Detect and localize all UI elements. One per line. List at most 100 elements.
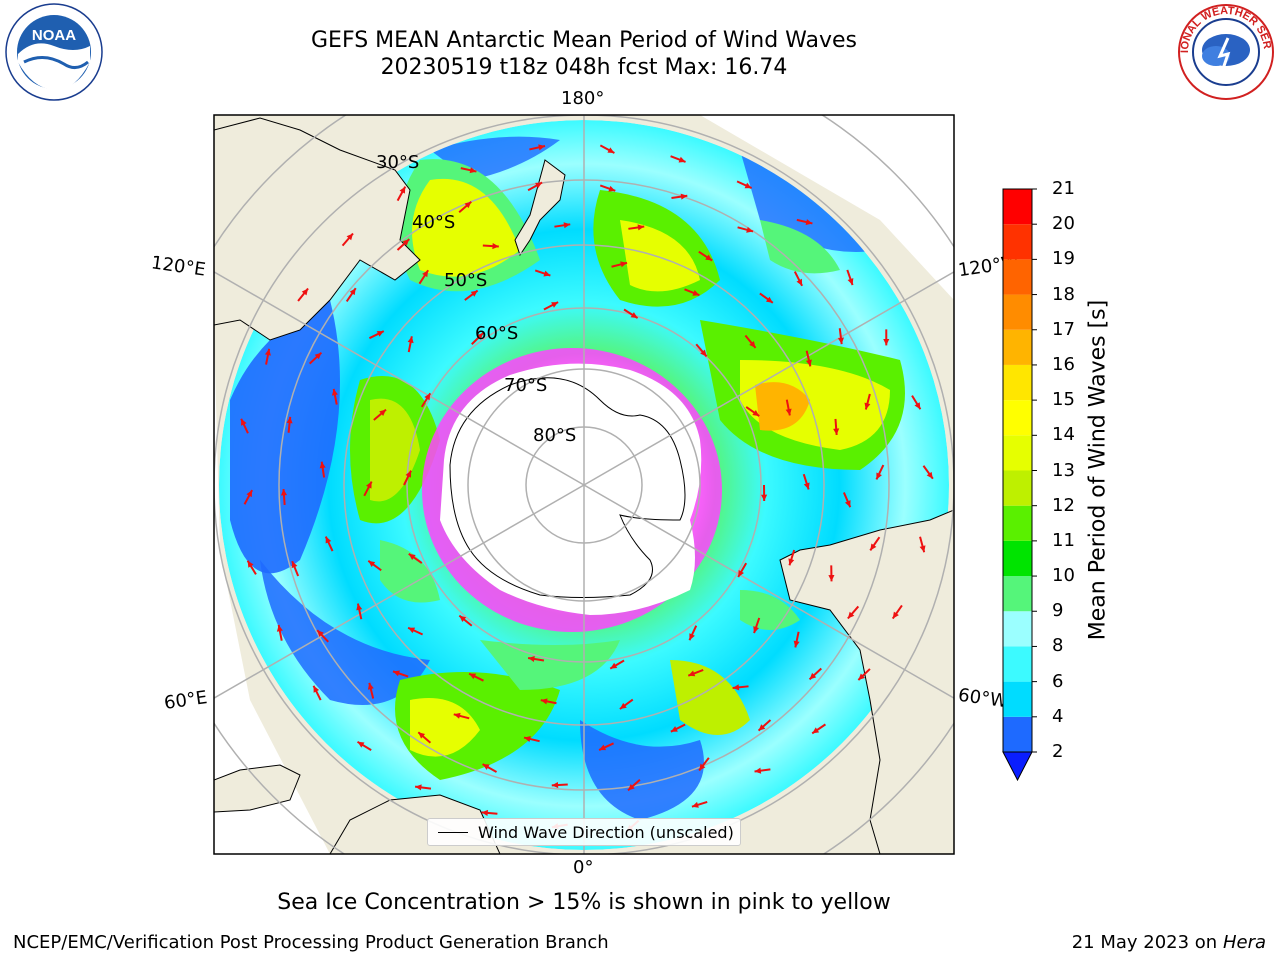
wave-direction-arrowhead bbox=[247, 560, 254, 568]
wave-direction-arrowhead bbox=[464, 201, 472, 209]
wave-direction-arrowhead bbox=[678, 156, 686, 163]
lat-label-70s: 70°S bbox=[504, 375, 548, 396]
lat-label-60s: 60°S bbox=[475, 323, 519, 344]
noaa-logo: NOAA bbox=[4, 2, 104, 102]
colorbar-tick-label: 11 bbox=[1052, 529, 1075, 551]
wave-direction-arrowhead bbox=[551, 302, 559, 308]
wave-direction-arrowhead bbox=[876, 472, 882, 480]
wave-direction-arrowhead bbox=[405, 470, 412, 478]
legend-line-sample bbox=[438, 832, 468, 833]
wave-direction-arrowhead bbox=[753, 626, 759, 634]
wave-direction-arrowhead bbox=[610, 662, 618, 669]
wave-direction-arrowhead bbox=[788, 558, 795, 566]
wave-direction-arrowhead bbox=[765, 296, 773, 303]
colorbar-tick-label: 21 bbox=[1052, 178, 1075, 199]
wave-direction-arrowhead bbox=[492, 243, 499, 250]
colorbar-tick-label: 9 bbox=[1052, 600, 1064, 622]
wave-direction-arrowhead bbox=[828, 575, 835, 582]
wave-direction-arrowhead bbox=[793, 640, 800, 648]
wave-direction-arrowhead bbox=[864, 402, 871, 410]
wave-direction-arrowhead bbox=[691, 801, 699, 808]
noaa-logo-text: NOAA bbox=[32, 27, 76, 44]
wave-direction-arrowhead bbox=[688, 670, 696, 677]
wave-direction-arrowhead bbox=[761, 494, 768, 501]
wave-direction-arrowhead bbox=[286, 416, 293, 424]
wave-direction-arrowhead bbox=[368, 560, 376, 568]
wave-direction-arrowhead bbox=[608, 185, 616, 192]
wave-direction-arrowhead bbox=[246, 490, 253, 498]
wave-direction-arrowhead bbox=[528, 655, 535, 662]
colorbar-tick-label: 18 bbox=[1052, 283, 1075, 305]
wave-direction-arrowhead bbox=[422, 270, 429, 278]
wave-direction-arrowhead bbox=[785, 408, 792, 416]
wave-direction-arrowhead bbox=[538, 144, 546, 151]
wave-direction-arrowhead bbox=[892, 611, 899, 619]
colorbar-tick-label: 14 bbox=[1052, 424, 1075, 446]
wave-direction-arrowhead bbox=[349, 288, 356, 296]
wave-direction-arrowhead bbox=[749, 341, 756, 348]
wave-direction-arrowhead bbox=[481, 809, 489, 816]
wave-direction-arrowhead bbox=[241, 418, 247, 426]
wave-direction-arrowhead bbox=[833, 428, 840, 435]
wave-direction-arrowhead bbox=[883, 339, 890, 346]
wave-direction-arrowhead bbox=[415, 784, 422, 791]
wave-direction-arrowhead bbox=[758, 724, 766, 731]
graticule bbox=[214, 115, 954, 854]
wave-direction-arrowhead bbox=[805, 219, 813, 226]
wave-direction-arrowhead bbox=[699, 763, 706, 771]
lon-label-180: 180° bbox=[561, 88, 605, 109]
wave-direction-arrowhead bbox=[805, 359, 812, 367]
wave-direction-arrowhead bbox=[470, 290, 478, 297]
wave-direction-arrowhead bbox=[540, 698, 548, 705]
wave-direction-arrowhead bbox=[402, 239, 410, 246]
wave-direction-arrowhead bbox=[620, 261, 628, 268]
lon-label-0: 0° bbox=[573, 857, 594, 878]
wave-direction-arrowhead bbox=[535, 182, 543, 189]
wave-direction-arrowhead bbox=[689, 633, 695, 641]
map-legend: Wind Wave Direction (unscaled) bbox=[427, 818, 741, 846]
wave-direction-arrowhead bbox=[357, 741, 365, 748]
chart-title: GEFS MEAN Antarctic Mean Period of Wind … bbox=[311, 28, 857, 53]
wave-direction-arrowhead bbox=[738, 569, 744, 577]
wave-direction-arrowhead bbox=[476, 333, 484, 340]
colorbar-tick-label: 4 bbox=[1052, 705, 1064, 727]
wave-direction-arrowhead bbox=[264, 348, 271, 356]
wave-direction-arrowhead bbox=[469, 167, 477, 174]
footer-machine: Hera bbox=[1222, 932, 1266, 953]
wave-direction-arrowhead bbox=[746, 226, 754, 233]
wave-direction-arrowhead bbox=[837, 337, 844, 345]
colorbar-tick-label: 10 bbox=[1052, 565, 1075, 587]
wave-direction-arrowhead bbox=[844, 500, 851, 508]
colorbar-tick-label: 8 bbox=[1052, 635, 1064, 657]
wave-direction-arrowhead bbox=[847, 278, 854, 286]
wave-direction-arrowhead bbox=[346, 233, 353, 241]
antarctica bbox=[422, 348, 722, 632]
wave-direction-arrowhead bbox=[680, 193, 688, 200]
colorbar-tick-label: 15 bbox=[1052, 389, 1075, 411]
wave-direction-arrowhead bbox=[551, 782, 559, 789]
wave-direction-arrowhead bbox=[732, 684, 740, 691]
footer-date: 21 May 2023 on Hera bbox=[1072, 932, 1266, 953]
wave-direction-arrowhead bbox=[914, 402, 921, 410]
wave-direction-arrowhead bbox=[870, 543, 877, 551]
wave-direction-arrowhead bbox=[670, 726, 678, 732]
wave-direction-arrowhead bbox=[543, 270, 551, 277]
antarctic-coast bbox=[449, 377, 686, 598]
wave-direction-arrowhead bbox=[366, 481, 372, 489]
chart-subtitle: 20230519 t18z 048h fcst Max: 16.74 bbox=[380, 55, 788, 80]
wave-direction-arrowhead bbox=[627, 783, 635, 791]
lat-label-50s: 50°S bbox=[444, 270, 488, 291]
wave-direction-arrowhead bbox=[599, 744, 607, 751]
wave-direction-arrowhead bbox=[319, 461, 326, 469]
wave-direction-arrowhead bbox=[809, 672, 817, 680]
wave-direction-arrowhead bbox=[926, 471, 933, 479]
sea-ice-note: Sea Ice Concentration > 15% is shown in … bbox=[277, 890, 891, 915]
lat-label-80s: 80°S bbox=[533, 425, 577, 446]
colorbar-tick-label: 19 bbox=[1052, 248, 1075, 270]
wave-direction-arrowhead bbox=[276, 624, 283, 632]
wave-direction-arrowhead bbox=[392, 670, 400, 677]
wave-direction-arrowhead bbox=[407, 336, 414, 344]
wave-direction-arrowhead bbox=[482, 764, 490, 770]
wave-direction-arrowhead bbox=[637, 224, 645, 231]
colorbar-title: Mean Period of Wind Waves [s] bbox=[1085, 299, 1111, 641]
